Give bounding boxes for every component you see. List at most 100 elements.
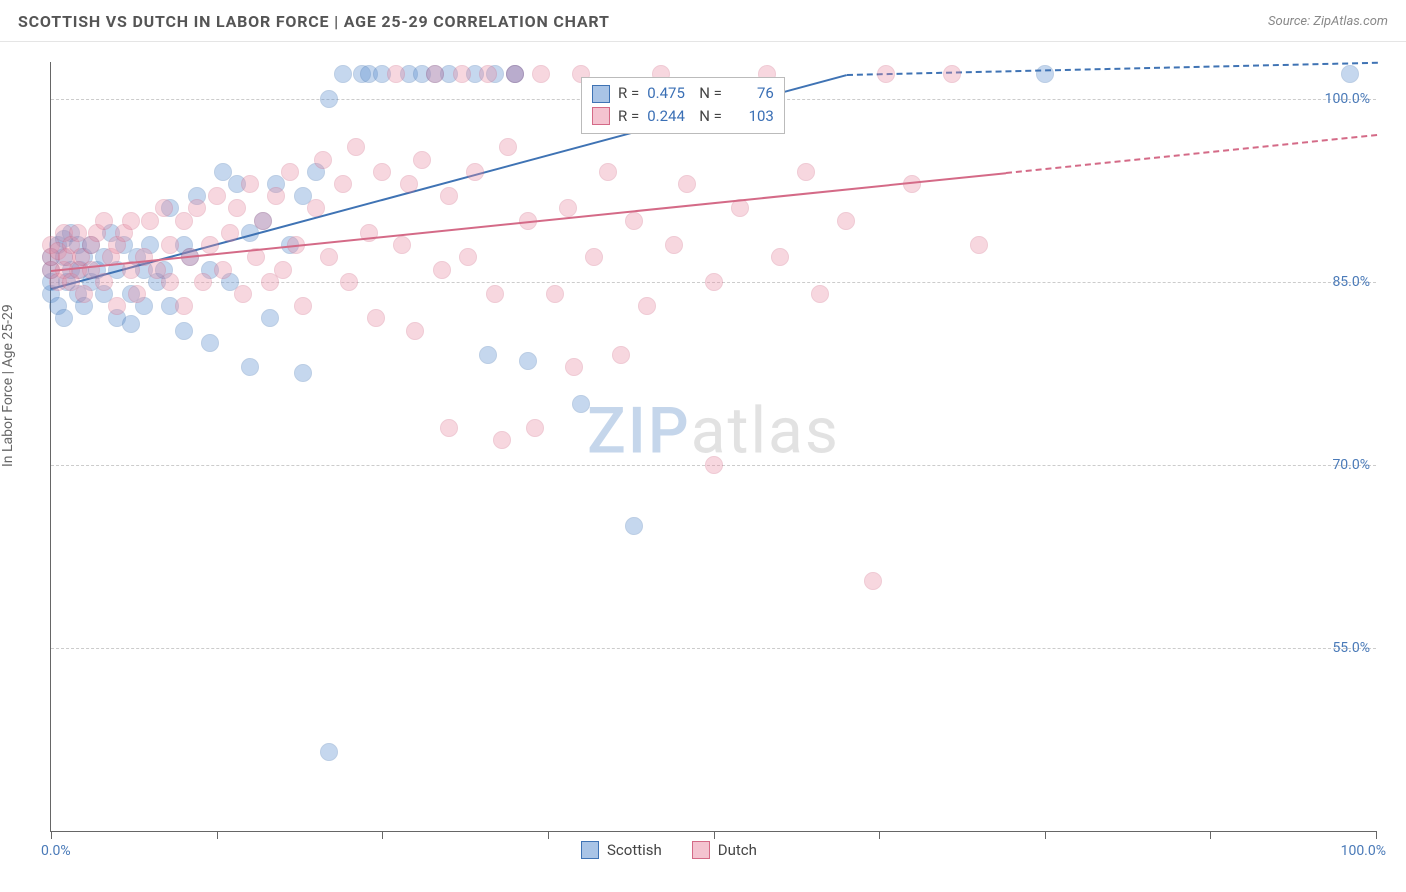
legend-item: Dutch xyxy=(692,841,757,859)
data-point xyxy=(565,358,583,376)
data-point xyxy=(864,572,882,590)
data-point xyxy=(387,65,405,83)
y-tick-label: 55.0% xyxy=(1332,640,1370,656)
data-point xyxy=(440,187,458,205)
data-point xyxy=(526,419,544,437)
r-value: 0.475 xyxy=(647,82,691,105)
series-legend: Scottish Dutch xyxy=(581,841,757,859)
x-tick xyxy=(382,831,383,839)
data-point xyxy=(161,273,179,291)
r-value: 0.244 xyxy=(647,105,691,128)
correlation-legend: R =0.475N =76R =0.244N =103 xyxy=(581,77,785,134)
data-point xyxy=(546,285,564,303)
x-axis-min-label: 0.0% xyxy=(41,843,71,859)
data-point xyxy=(1036,65,1054,83)
legend-label: Scottish xyxy=(607,841,662,859)
data-point xyxy=(367,309,385,327)
data-point xyxy=(261,309,279,327)
chart-area: In Labor Force | Age 25-29 ZIPatlas 55.0… xyxy=(0,42,1406,892)
watermark-zip: ZIP xyxy=(587,394,691,469)
chart-title: SCOTTISH VS DUTCH IN LABOR FORCE | AGE 2… xyxy=(18,12,610,31)
data-point xyxy=(128,285,146,303)
data-point xyxy=(459,248,477,266)
data-point xyxy=(877,65,895,83)
y-axis-title: In Labor Force | Age 25-29 xyxy=(0,304,16,467)
n-label: N = xyxy=(699,82,722,105)
data-point xyxy=(347,138,365,156)
x-tick xyxy=(1376,831,1377,839)
data-point xyxy=(612,346,630,364)
source-credit: Source: ZipAtlas.com xyxy=(1268,14,1388,29)
data-point xyxy=(294,297,312,315)
data-point xyxy=(201,334,219,352)
legend-swatch xyxy=(592,107,610,125)
regression-line xyxy=(847,62,1377,76)
legend-row: R =0.244N =103 xyxy=(592,105,774,128)
legend-row: R =0.475N =76 xyxy=(592,82,774,105)
data-point xyxy=(406,322,424,340)
data-point xyxy=(433,261,451,279)
data-point xyxy=(188,199,206,217)
data-point xyxy=(400,175,418,193)
data-point xyxy=(95,273,113,291)
x-tick xyxy=(879,831,880,839)
data-point xyxy=(214,261,232,279)
data-point xyxy=(625,517,643,535)
data-point xyxy=(122,212,140,230)
data-point xyxy=(493,431,511,449)
regression-line xyxy=(1006,134,1377,174)
data-point xyxy=(499,138,517,156)
data-point xyxy=(294,364,312,382)
legend-item: Scottish xyxy=(581,841,662,859)
data-point xyxy=(943,65,961,83)
legend-label: Dutch xyxy=(718,841,757,859)
x-tick xyxy=(548,831,549,839)
data-point xyxy=(208,187,226,205)
data-point xyxy=(95,212,113,230)
legend-swatch xyxy=(581,841,599,859)
data-point xyxy=(234,285,252,303)
data-point xyxy=(55,309,73,327)
x-tick xyxy=(1045,831,1046,839)
data-point xyxy=(307,199,325,217)
data-point xyxy=(334,175,352,193)
legend-swatch xyxy=(592,85,610,103)
data-point xyxy=(373,163,391,181)
data-point xyxy=(486,285,504,303)
data-point xyxy=(811,285,829,303)
data-point xyxy=(175,322,193,340)
data-point xyxy=(625,212,643,230)
data-point xyxy=(281,163,299,181)
data-point xyxy=(559,199,577,217)
y-tick-label: 100.0% xyxy=(1325,91,1370,107)
x-axis-max-label: 100.0% xyxy=(1341,843,1386,859)
data-point xyxy=(274,261,292,279)
data-point xyxy=(797,163,815,181)
x-tick xyxy=(1210,831,1211,839)
n-value: 76 xyxy=(730,82,774,105)
chart-header: SCOTTISH VS DUTCH IN LABOR FORCE | AGE 2… xyxy=(0,0,1406,42)
data-point xyxy=(320,743,338,761)
data-point xyxy=(201,236,219,254)
data-point xyxy=(175,297,193,315)
data-point xyxy=(314,151,332,169)
plot-region: ZIPatlas 55.0%70.0%85.0%100.0%0.0%100.0%… xyxy=(50,62,1376,832)
data-point xyxy=(453,65,471,83)
data-point xyxy=(393,236,411,254)
data-point xyxy=(267,187,285,205)
y-tick-label: 70.0% xyxy=(1332,457,1370,473)
x-tick xyxy=(217,831,218,839)
data-point xyxy=(228,199,246,217)
legend-swatch xyxy=(692,841,710,859)
data-point xyxy=(705,456,723,474)
data-point xyxy=(320,90,338,108)
data-point xyxy=(572,395,590,413)
x-tick xyxy=(714,831,715,839)
data-point xyxy=(340,273,358,291)
data-point xyxy=(665,236,683,254)
data-point xyxy=(155,199,173,217)
data-point xyxy=(108,297,126,315)
y-tick-label: 85.0% xyxy=(1332,274,1370,290)
data-point xyxy=(837,212,855,230)
r-label: R = xyxy=(618,105,639,128)
